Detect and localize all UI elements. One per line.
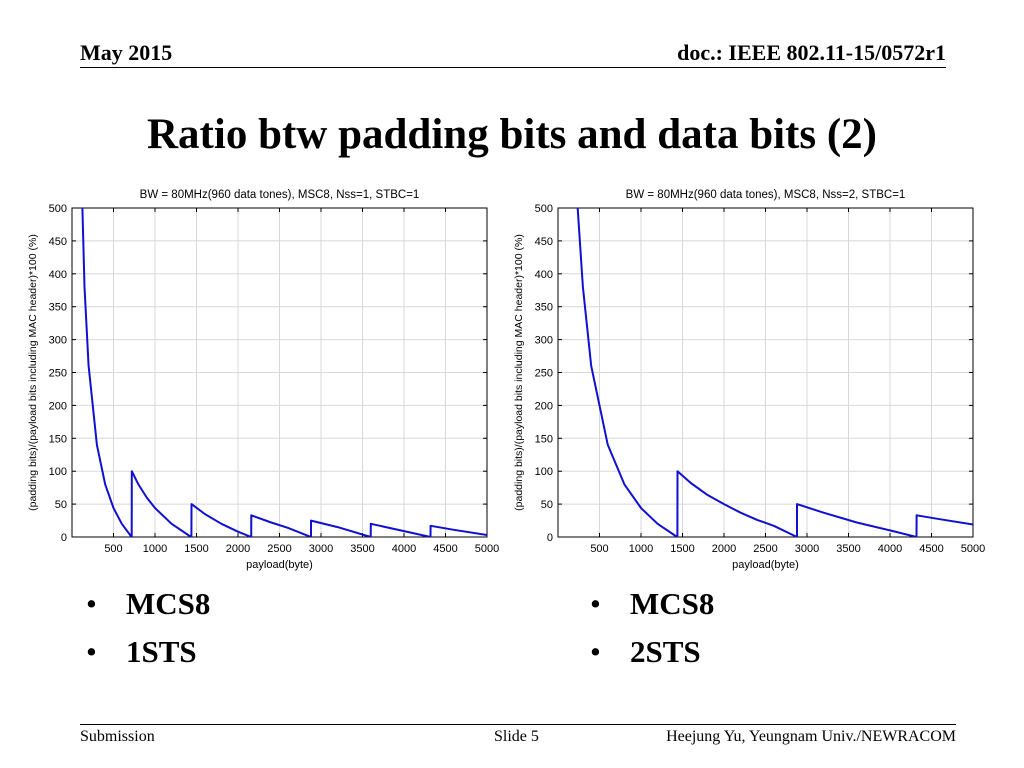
y-tick-label: 100 [535,466,553,478]
x-tick-label: 5000 [475,543,499,555]
x-tick-label: 2500 [753,543,777,555]
x-tick-label: 3000 [795,543,819,555]
bullet-list-right: • MCS8 • 2STS [590,585,714,681]
chart-svg: 500 1000 1500 2000 2500 3000 3500 4000 4500 5000 0… [27,189,499,571]
x-tick-label: 3000 [309,543,333,555]
y-tick-label: 200 [535,400,553,412]
x-tick-label: 4000 [878,543,902,555]
series-line [571,208,973,537]
bullet-item: • 1STS [86,633,210,681]
footer-author: Heejung Yu, Yeungnam Univ./NEWRACOM [666,728,956,745]
x-tick-label: 1000 [143,543,167,555]
bullet-item: • MCS8 [590,585,714,633]
x-tick-label: 2500 [267,543,291,555]
y-tick-label: 50 [55,499,67,511]
x-axis-label: payload(byte) [732,559,799,571]
x-tick-label: 4000 [392,543,416,555]
x-tick-label: 3500 [350,543,374,555]
bullet-item: • MCS8 [86,585,210,633]
footer-submission: Submission [80,728,155,745]
chart-nss2: 500 1000 1500 2000 2500 3000 3500 4000 4500 5000 0… [506,180,986,580]
x-tick-label: 1500 [670,543,694,555]
y-tick-label: 450 [535,236,553,248]
x-tick-label: 5000 [961,543,985,555]
x-tick-label: 4500 [919,543,943,555]
bullet-dot: • [86,586,97,621]
x-tick-label: 500 [590,543,608,555]
x-tick-label: 2000 [226,543,250,555]
x-axis-label: payload(byte) [246,559,313,571]
bullet-text: 1STS [126,634,197,669]
header-date: May 2015 [80,40,173,65]
header-doc-id: doc.: IEEE 802.11-15/0572r1 [677,40,946,65]
bullet-dot: • [590,586,601,621]
x-tick-label: 4500 [433,543,457,555]
y-tick-label: 300 [49,335,67,347]
footer-slide-number: Slide 5 [494,728,539,745]
y-tick-label: 500 [535,203,553,215]
y-tick-label: 250 [49,368,67,380]
y-tick-label: 100 [49,466,67,478]
bullet-list-left: • MCS8 • 1STS [86,585,210,681]
y-tick-label: 400 [535,269,553,281]
y-tick-label: 0 [547,532,553,544]
chart-nss1: 500 1000 1500 2000 2500 3000 3500 4000 4500 5000 0… [20,180,500,580]
y-tick-label: 300 [535,335,553,347]
chart-svg: 500 1000 1500 2000 2500 3000 3500 4000 4500 5000 0… [513,189,985,571]
y-tick-label: 500 [49,203,67,215]
y-tick-label: 200 [49,400,67,412]
bullet-dot: • [590,634,601,669]
y-tick-label: 50 [541,499,553,511]
header-divider [80,67,946,68]
chart-title: BW = 80MHz(960 data tones), MSC8, Nss=2,… [626,189,906,201]
x-tick-label: 2000 [712,543,736,555]
x-tick-label: 3500 [836,543,860,555]
slide-title: Ratio btw padding bits and data bits (2) [147,111,877,158]
bullet-item: • 2STS [590,633,714,681]
x-tick-label: 1500 [184,543,208,555]
chart-title: BW = 80MHz(960 data tones), MSC8, Nss=1,… [140,189,420,201]
footer-divider [80,724,956,725]
bullet-text: MCS8 [126,586,211,621]
y-tick-label: 350 [535,302,553,314]
y-tick-label: 150 [535,433,553,445]
bullet-text: 2STS [630,634,701,669]
y-tick-label: 400 [49,269,67,281]
y-tick-label: 250 [535,368,553,380]
bullet-text: MCS8 [630,586,715,621]
bullet-dot: • [86,634,97,669]
y-tick-label: 350 [49,302,67,314]
series-line [78,208,487,537]
y-tick-label: 0 [61,532,67,544]
y-axis-label: (padding bits)/(payload bits including M… [27,234,39,511]
y-tick-label: 150 [49,433,67,445]
x-tick-label: 500 [104,543,122,555]
y-axis-label: (padding bits)/(payload bits including M… [513,234,525,511]
y-tick-label: 450 [49,236,67,248]
x-tick-label: 1000 [629,543,653,555]
